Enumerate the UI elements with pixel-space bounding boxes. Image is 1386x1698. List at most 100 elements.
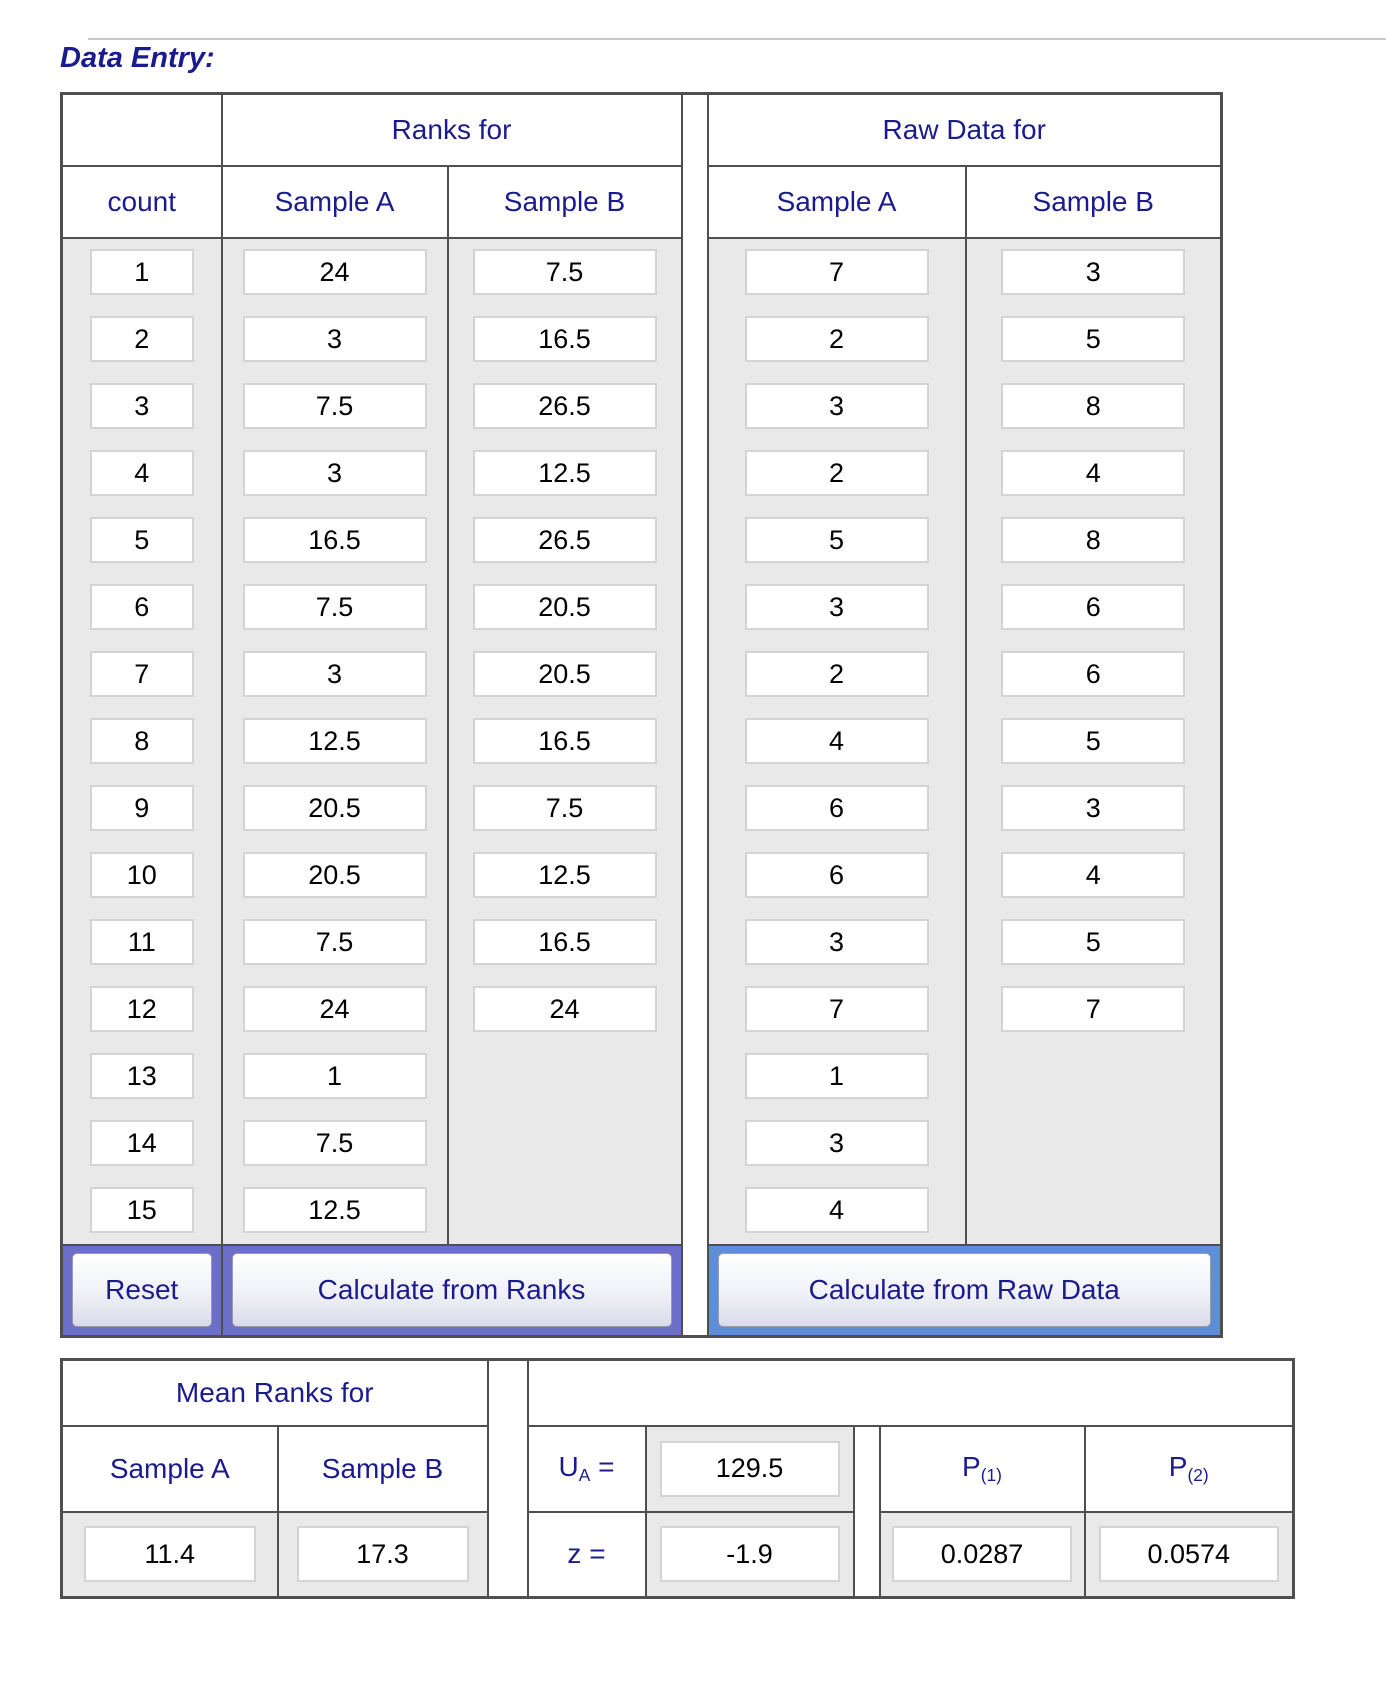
raw-a-input[interactable]: 4 — [744, 718, 929, 764]
rank-b-input[interactable]: 16.5 — [472, 316, 657, 362]
count-input[interactable]: 15 — [89, 1187, 194, 1233]
mean-rank-b-field[interactable]: 17.3 — [296, 1526, 469, 1583]
count-input[interactable]: 9 — [89, 785, 194, 831]
raw-b-input[interactable]: 5 — [1001, 316, 1186, 362]
calculate-from-raw-data-button[interactable]: Calculate from Raw Data — [717, 1253, 1211, 1328]
raw-a-input[interactable]: 7 — [744, 986, 929, 1032]
rank-a-input[interactable]: 1 — [242, 1053, 427, 1099]
count-input[interactable]: 5 — [89, 517, 194, 563]
count-input[interactable]: 14 — [89, 1120, 194, 1166]
raw-a-input[interactable]: 5 — [744, 517, 929, 563]
raw-a-input[interactable]: 4 — [744, 1187, 929, 1233]
raw-a-input[interactable]: 7 — [744, 249, 929, 295]
raw-b-input[interactable]: 7 — [1001, 986, 1186, 1032]
p1-value-field[interactable]: 0.0287 — [892, 1526, 1072, 1583]
count-input[interactable]: 1 — [89, 249, 194, 295]
rank-a-input[interactable]: 12.5 — [242, 718, 427, 764]
ua-value-cell: 129.5 — [644, 1424, 855, 1513]
raw-a-input[interactable]: 6 — [744, 785, 929, 831]
results-table: Mean Ranks for Sample A Sample B UA = 12… — [60, 1358, 1295, 1599]
raw-sample-b-header: Sample B — [964, 164, 1223, 239]
p-gap-spacer — [852, 1424, 881, 1599]
z-label: z = — [526, 1510, 647, 1599]
p2-value-field[interactable]: 0.0574 — [1098, 1526, 1279, 1583]
p1-header-base: P — [962, 1450, 981, 1482]
rank-b-input[interactable]: 7.5 — [472, 249, 657, 295]
rank-a-input[interactable]: 12.5 — [242, 1187, 427, 1233]
rank-b-input[interactable]: 20.5 — [472, 651, 657, 697]
rank-b-input[interactable]: 12.5 — [472, 450, 657, 496]
raw-a-input[interactable]: 3 — [744, 584, 929, 630]
z-value-field[interactable]: -1.9 — [659, 1526, 840, 1583]
raw-b-input[interactable]: 4 — [1001, 450, 1186, 496]
rank-a-input[interactable]: 20.5 — [242, 852, 427, 898]
raw-a-input[interactable]: 2 — [744, 651, 929, 697]
count-input[interactable]: 8 — [89, 718, 194, 764]
p2-header-base: P — [1168, 1450, 1188, 1482]
p1-header-sub: (1) — [980, 1465, 1002, 1486]
rank-a-input[interactable]: 24 — [242, 986, 427, 1032]
count-input[interactable]: 7 — [89, 651, 194, 697]
results-top-empty-cell — [526, 1358, 1295, 1427]
raw-b-input[interactable]: 4 — [1001, 852, 1186, 898]
raw-b-input[interactable]: 6 — [1001, 651, 1186, 697]
rank-a-input[interactable]: 20.5 — [242, 785, 427, 831]
count-input[interactable]: 13 — [89, 1053, 194, 1099]
reset-button[interactable]: Reset — [72, 1253, 212, 1328]
raw-a-input[interactable]: 1 — [744, 1053, 929, 1099]
rank-a-input[interactable]: 3 — [242, 316, 427, 362]
raw-b-input[interactable]: 8 — [1001, 383, 1186, 429]
mean-rank-a-field[interactable]: 11.4 — [83, 1526, 256, 1583]
ua-value-field[interactable]: 129.5 — [659, 1440, 840, 1497]
raw-a-input[interactable]: 3 — [744, 919, 929, 965]
rank-a-input[interactable]: 16.5 — [242, 517, 427, 563]
results-gap-spacer — [486, 1358, 529, 1599]
raw-sample-a-column: 7 2 3 2 5 3 2 4 6 6 3 7 1 3 4 — [706, 236, 967, 1246]
raw-b-input[interactable]: 8 — [1001, 517, 1186, 563]
raw-b-input[interactable]: 5 — [1001, 919, 1186, 965]
raw-b-input[interactable]: 6 — [1001, 584, 1186, 630]
p2-header-sub: (2) — [1187, 1465, 1209, 1486]
raw-a-input[interactable]: 6 — [744, 852, 929, 898]
ua-label-sub: A — [578, 1465, 591, 1486]
count-input[interactable]: 4 — [89, 450, 194, 496]
page-title: Data Entry: — [60, 42, 215, 74]
p2-header: P(2) — [1083, 1424, 1295, 1513]
rank-a-input[interactable]: 7.5 — [242, 1120, 427, 1166]
rank-b-input[interactable]: 16.5 — [472, 718, 657, 764]
raw-b-input[interactable]: 3 — [1001, 249, 1186, 295]
raw-b-input[interactable]: 5 — [1001, 718, 1186, 764]
rank-a-input[interactable]: 7.5 — [242, 919, 427, 965]
mean-rank-b-cell: 17.3 — [276, 1510, 489, 1599]
rank-b-input[interactable]: 16.5 — [472, 919, 657, 965]
rank-a-input[interactable]: 7.5 — [242, 584, 427, 630]
raw-a-input[interactable]: 3 — [744, 1120, 929, 1166]
rank-b-input[interactable]: 12.5 — [472, 852, 657, 898]
mean-sample-a-header: Sample A — [60, 1424, 279, 1513]
rank-a-input[interactable]: 3 — [242, 651, 427, 697]
rank-b-input[interactable]: 26.5 — [472, 383, 657, 429]
raw-a-input[interactable]: 2 — [744, 450, 929, 496]
rank-b-input[interactable]: 26.5 — [472, 517, 657, 563]
ranks-sample-b-column: 7.5 16.5 26.5 12.5 26.5 20.5 20.5 16.5 7.5 12.5 16… — [446, 236, 683, 1246]
count-input[interactable]: 3 — [89, 383, 194, 429]
raw-a-input[interactable]: 3 — [744, 383, 929, 429]
calculate-from-ranks-button[interactable]: Calculate from Ranks — [231, 1253, 672, 1328]
rank-a-input[interactable]: 3 — [242, 450, 427, 496]
count-input[interactable]: 6 — [89, 584, 194, 630]
rank-b-input[interactable]: 7.5 — [472, 785, 657, 831]
count-input[interactable]: 11 — [89, 919, 194, 965]
ranks-sample-b-header: Sample B — [446, 164, 683, 239]
raw-a-input[interactable]: 2 — [744, 316, 929, 362]
rank-b-input[interactable]: 20.5 — [472, 584, 657, 630]
p1-value-cell: 0.0287 — [878, 1510, 1086, 1599]
rank-b-input[interactable]: 24 — [472, 986, 657, 1032]
raw-b-input[interactable]: 3 — [1001, 785, 1186, 831]
count-header: count — [60, 164, 223, 239]
count-input[interactable]: 10 — [89, 852, 194, 898]
rank-a-input[interactable]: 7.5 — [242, 383, 427, 429]
count-input[interactable]: 2 — [89, 316, 194, 362]
count-input[interactable]: 12 — [89, 986, 194, 1032]
rank-a-input[interactable]: 24 — [242, 249, 427, 295]
raw-sample-a-header: Sample A — [706, 164, 967, 239]
